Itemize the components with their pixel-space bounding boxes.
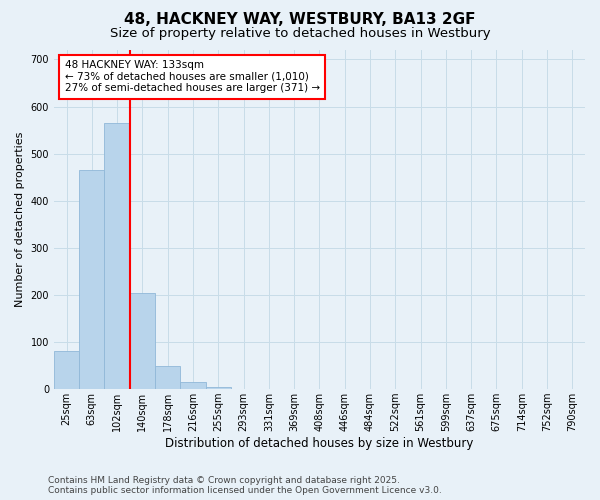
X-axis label: Distribution of detached houses by size in Westbury: Distribution of detached houses by size … xyxy=(165,437,473,450)
Bar xyxy=(130,292,155,389)
Bar xyxy=(155,366,181,389)
Text: Contains HM Land Registry data © Crown copyright and database right 2025.
Contai: Contains HM Land Registry data © Crown c… xyxy=(48,476,442,495)
Bar xyxy=(206,387,231,389)
Bar xyxy=(79,170,104,389)
Bar xyxy=(181,382,206,389)
Text: 48, HACKNEY WAY, WESTBURY, BA13 2GF: 48, HACKNEY WAY, WESTBURY, BA13 2GF xyxy=(124,12,476,28)
Text: 48 HACKNEY WAY: 133sqm
← 73% of detached houses are smaller (1,010)
27% of semi-: 48 HACKNEY WAY: 133sqm ← 73% of detached… xyxy=(65,60,320,94)
Y-axis label: Number of detached properties: Number of detached properties xyxy=(15,132,25,308)
Text: Size of property relative to detached houses in Westbury: Size of property relative to detached ho… xyxy=(110,28,490,40)
Bar xyxy=(54,352,79,389)
Bar xyxy=(104,123,130,389)
